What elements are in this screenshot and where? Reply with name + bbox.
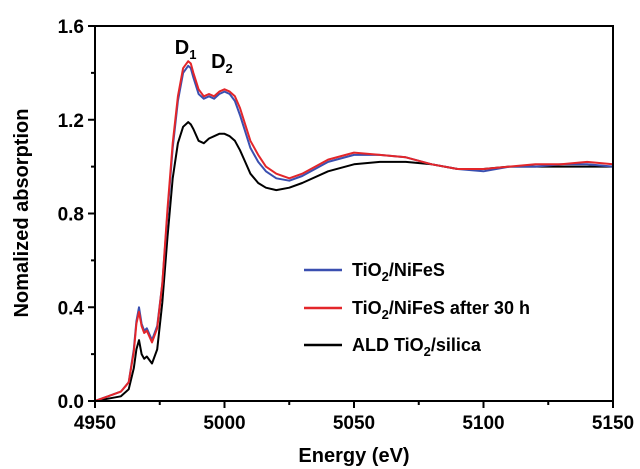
legend-label-1: TiO2/NiFeS after 30 h <box>352 298 530 322</box>
x-tick-label: 5150 <box>592 413 634 434</box>
y-axis: 0.0 0.4 0.8 1.2 1.6 <box>58 17 95 413</box>
legend: TiO2/NiFeS TiO2/NiFeS after 30 h ALD TiO2/… <box>304 260 530 359</box>
peak-annotation-2: D2 <box>211 51 233 76</box>
series-line-1 <box>94 60 614 402</box>
legend-label-0: TiO2/NiFeS <box>352 260 445 284</box>
x-tick-label: 5100 <box>462 413 504 434</box>
y-tick-label: 1.6 <box>58 17 84 38</box>
annotations: D1 D2 <box>175 37 233 76</box>
legend-label-2: ALD TiO2/silica <box>352 335 482 359</box>
x-tick-label: 5050 <box>333 413 375 434</box>
x-tick-label: 5000 <box>203 413 245 434</box>
series-line-2 <box>94 121 613 402</box>
x-axis-title: Energy (eV) <box>298 445 409 467</box>
y-tick-label: 0.0 <box>58 392 84 413</box>
x-axis: 4950 5000 5050 5100 5150 <box>74 401 634 434</box>
y-tick-label: 1.2 <box>58 111 84 132</box>
y-tick-label: 0.8 <box>58 205 84 226</box>
x-tick-label: 4950 <box>74 413 116 434</box>
plot-lines <box>94 60 614 402</box>
peak-annotation-1: D1 <box>175 37 197 62</box>
y-tick-label: 0.4 <box>58 298 85 319</box>
y-axis-title: Nomalized absorption <box>11 109 33 318</box>
